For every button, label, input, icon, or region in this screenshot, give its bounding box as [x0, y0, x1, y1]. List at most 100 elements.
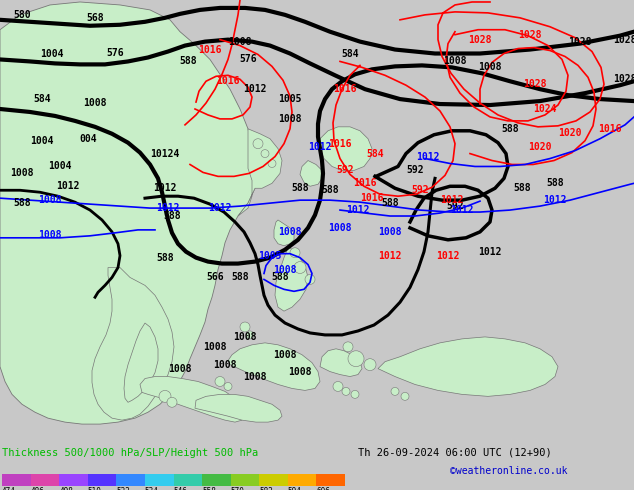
Polygon shape [378, 337, 558, 396]
Bar [316, 474, 345, 486]
Text: 1024: 1024 [533, 104, 557, 114]
Text: 1008: 1008 [278, 114, 302, 124]
Circle shape [401, 392, 409, 400]
Text: 1005: 1005 [278, 94, 302, 104]
Text: 588: 588 [381, 198, 399, 208]
Text: 582: 582 [259, 487, 273, 490]
Bar [202, 474, 231, 486]
Text: 1008: 1008 [288, 367, 312, 377]
Circle shape [159, 391, 171, 402]
Text: 1008: 1008 [38, 195, 61, 205]
Polygon shape [320, 127, 372, 171]
Bar [174, 474, 202, 486]
Bar [30, 474, 59, 486]
Polygon shape [274, 220, 294, 246]
Text: ©weatheronline.co.uk: ©weatheronline.co.uk [450, 466, 567, 476]
Circle shape [253, 139, 263, 148]
Text: 588: 588 [546, 178, 564, 188]
Circle shape [342, 388, 350, 395]
Text: 1012: 1012 [478, 246, 501, 257]
Text: 1012: 1012 [153, 183, 177, 193]
Text: 592: 592 [336, 166, 354, 175]
Text: 1008: 1008 [243, 371, 267, 382]
Text: 566: 566 [206, 272, 224, 282]
Text: 1020: 1020 [559, 128, 582, 138]
Polygon shape [275, 248, 308, 311]
Bar [259, 474, 288, 486]
Text: 584: 584 [33, 94, 51, 104]
Text: 1020: 1020 [528, 142, 552, 151]
Text: 568: 568 [86, 13, 104, 23]
Text: 1008: 1008 [10, 169, 34, 178]
Text: 1008: 1008 [273, 350, 297, 360]
Text: 1004: 1004 [48, 162, 72, 172]
Text: 1016: 1016 [198, 45, 222, 54]
Text: 580: 580 [13, 10, 31, 20]
Text: 1016: 1016 [353, 178, 377, 188]
Text: 1004: 1004 [40, 49, 64, 59]
Text: 592: 592 [446, 201, 464, 211]
Text: 584: 584 [341, 49, 359, 59]
Text: 510: 510 [87, 487, 101, 490]
Circle shape [364, 359, 376, 370]
Text: 570: 570 [231, 487, 245, 490]
Text: Th 26-09-2024 06:00 UTC (12+90): Th 26-09-2024 06:00 UTC (12+90) [358, 448, 552, 458]
Text: 1016: 1016 [598, 124, 622, 134]
Polygon shape [92, 268, 174, 420]
Text: 558: 558 [202, 487, 216, 490]
Circle shape [224, 383, 232, 391]
Circle shape [348, 351, 364, 367]
Text: 584: 584 [366, 148, 384, 159]
Text: 588: 588 [179, 56, 197, 67]
Text: 1008: 1008 [233, 332, 257, 342]
Text: 588: 588 [501, 124, 519, 134]
Text: 1028: 1028 [613, 74, 634, 84]
Circle shape [167, 397, 177, 407]
Text: 606: 606 [316, 487, 330, 490]
Text: 1028: 1028 [568, 37, 592, 47]
Text: 10124: 10124 [150, 148, 179, 159]
Bar [59, 474, 87, 486]
Bar [2, 474, 30, 486]
Text: 546: 546 [174, 487, 188, 490]
Text: 1012: 1012 [543, 195, 567, 205]
Text: 1008: 1008 [328, 223, 352, 233]
Polygon shape [0, 2, 258, 424]
Text: 522: 522 [116, 487, 130, 490]
Bar [87, 474, 116, 486]
Text: 1012: 1012 [308, 142, 332, 151]
Text: 1012: 1012 [56, 181, 80, 191]
Circle shape [215, 376, 225, 387]
Text: 1016: 1016 [328, 139, 352, 148]
Text: 1012: 1012 [208, 203, 232, 213]
Text: 1028: 1028 [613, 35, 634, 45]
Text: 576: 576 [239, 54, 257, 65]
Text: 594: 594 [288, 487, 302, 490]
Text: 1012: 1012 [436, 251, 460, 261]
Text: 1028: 1028 [469, 35, 492, 45]
Circle shape [351, 391, 359, 398]
Text: 1008: 1008 [378, 227, 402, 237]
Text: 1012: 1012 [440, 195, 463, 205]
Text: 1012: 1012 [346, 205, 370, 215]
Text: 588: 588 [156, 253, 174, 263]
Polygon shape [228, 343, 320, 391]
Text: 588: 588 [13, 198, 31, 208]
Text: 588: 588 [291, 183, 309, 193]
Text: 474: 474 [2, 487, 16, 490]
Text: 1016: 1016 [360, 193, 384, 203]
Circle shape [290, 248, 300, 258]
Bar [145, 474, 174, 486]
Text: 1008: 1008 [83, 98, 107, 108]
Text: 498: 498 [59, 487, 73, 490]
Text: Thickness 500/1000 hPa/SLP/Height 500 hPa: Thickness 500/1000 hPa/SLP/Height 500 hP… [2, 448, 258, 458]
Text: 576: 576 [106, 48, 124, 57]
Circle shape [391, 388, 399, 395]
Text: 004: 004 [79, 134, 97, 144]
Text: 1008: 1008 [443, 56, 467, 67]
Text: 1028: 1028 [518, 30, 541, 40]
Bar [116, 474, 145, 486]
Text: 588: 588 [321, 185, 339, 195]
Text: 1012: 1012 [156, 203, 180, 213]
Text: 1008: 1008 [204, 342, 227, 352]
